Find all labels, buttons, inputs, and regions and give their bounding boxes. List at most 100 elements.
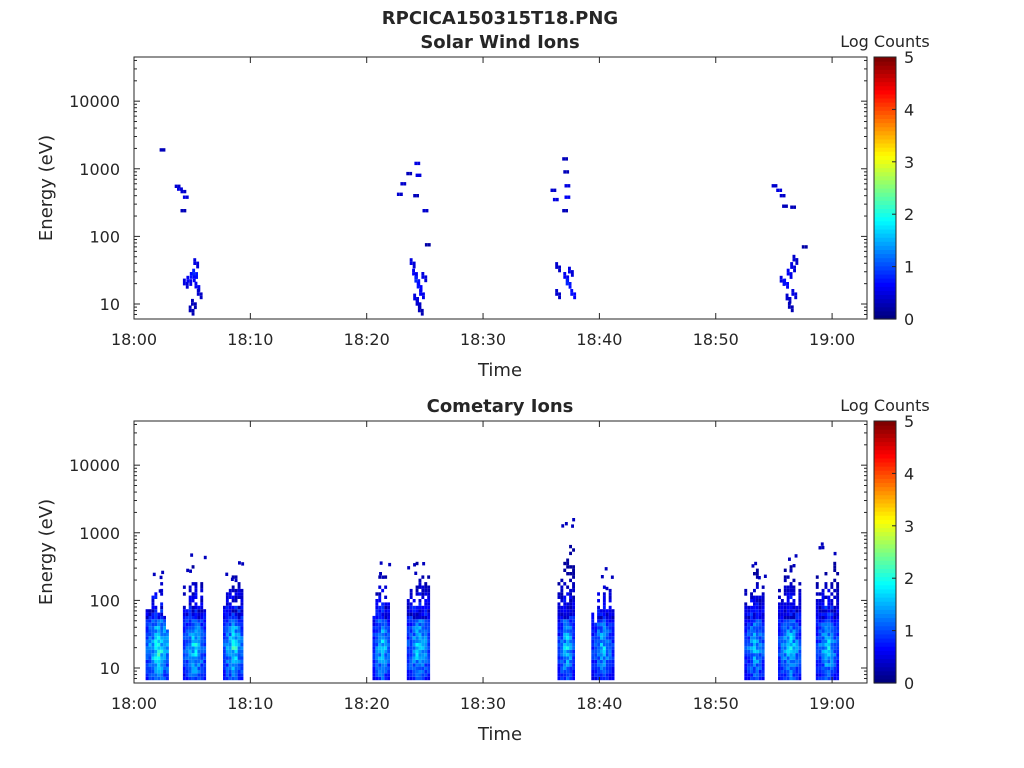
spectrogram-cell xyxy=(378,619,382,623)
spectrogram-cell xyxy=(786,670,790,674)
spectrogram-cell xyxy=(412,599,416,603)
spectrogram-cell xyxy=(560,605,564,610)
spectrogram-cell xyxy=(566,619,570,623)
spectrogram-cell xyxy=(231,629,235,633)
spectrogram-cell xyxy=(418,599,422,603)
spectrogram-cell xyxy=(824,622,828,627)
spectrogram-cell xyxy=(778,595,781,599)
spectrogram-cell xyxy=(387,626,390,630)
spectrogram-cell xyxy=(378,663,382,667)
spectrogram-cell xyxy=(406,670,410,674)
spectrogram-cell xyxy=(566,676,570,681)
spectrogram-cell xyxy=(234,575,238,579)
spectrogram-cell xyxy=(830,612,834,616)
spectrogram-cell xyxy=(180,209,184,213)
spectrogram-cell xyxy=(572,639,575,643)
panel-title-solar-wind: Solar Wind Ions xyxy=(420,32,579,53)
spectrogram-cell xyxy=(421,646,425,650)
spectrogram-cell xyxy=(203,622,207,627)
spectrogram-cell xyxy=(154,673,158,677)
spectrogram-cell xyxy=(231,632,235,637)
spectrogram-cell xyxy=(231,653,235,657)
spectrogram-cell xyxy=(194,602,198,606)
spectrogram-cell xyxy=(566,636,570,640)
spectrogram-cell xyxy=(416,281,420,286)
spectrogram-cell xyxy=(237,595,241,599)
spectrogram-cell xyxy=(182,659,186,664)
spectrogram-cell xyxy=(789,656,793,660)
spectrogram-cell xyxy=(747,632,751,637)
spectrogram-cell xyxy=(191,626,195,630)
spectrogram-cell xyxy=(384,639,388,643)
spectrogram-cell xyxy=(563,626,567,630)
spectrogram-cell xyxy=(416,300,419,304)
spectrogram-cell xyxy=(744,643,748,647)
spectrogram-cell xyxy=(792,663,796,667)
spectrogram-cell xyxy=(378,629,382,633)
spectrogram-cell xyxy=(608,612,612,616)
spectrogram-cell xyxy=(783,673,787,677)
spectrogram-cell xyxy=(753,659,756,664)
spectrogram-cell xyxy=(412,646,416,650)
spectrogram-cell xyxy=(409,653,413,657)
y-tick-label: 10 xyxy=(100,659,120,678)
spectrogram-cell xyxy=(412,676,416,681)
spectrogram-cell xyxy=(798,626,802,630)
spectrogram-cell xyxy=(833,676,837,681)
spectrogram-cell xyxy=(223,649,226,654)
spectrogram-cell xyxy=(163,676,166,681)
spectrogram-cell xyxy=(427,619,431,623)
spectrogram-cell xyxy=(566,558,570,562)
spectrogram-cell xyxy=(789,272,793,276)
spectrogram-cell xyxy=(563,636,567,640)
spectrogram-cell xyxy=(758,626,762,630)
x-tick-label: 18:40 xyxy=(576,694,622,713)
spectrogram-cell xyxy=(750,646,753,650)
spectrogram-cell xyxy=(415,585,419,589)
spectrogram-cell xyxy=(824,659,828,664)
spectrogram-cell xyxy=(421,643,425,647)
spectrogram-cell xyxy=(755,636,759,640)
spectrogram-cell xyxy=(747,643,751,647)
spectrogram-cell xyxy=(608,670,612,674)
spectrogram-cell xyxy=(228,649,232,654)
spectrogram-cell xyxy=(795,261,799,265)
spectrogram-cell xyxy=(597,629,600,633)
spectrogram-cell xyxy=(421,656,425,660)
spectrogram-cell xyxy=(744,639,748,643)
spectrogram-cell xyxy=(372,656,376,660)
spectrogram-cell xyxy=(237,673,241,677)
spectrogram-cell xyxy=(154,676,158,681)
spectrogram-cell xyxy=(827,605,831,610)
spectrogram-cell xyxy=(789,609,793,613)
spectrogram-cell xyxy=(560,578,564,583)
spectrogram-cell xyxy=(600,656,603,660)
spectrogram-cell xyxy=(557,673,561,677)
spectrogram-cell xyxy=(824,663,828,667)
spectrogram-cell xyxy=(608,649,612,654)
spectrogram-cell xyxy=(591,653,595,657)
spectrogram-cell xyxy=(151,612,155,616)
spectrogram-cell xyxy=(785,297,789,301)
spectrogram-cell xyxy=(185,649,189,654)
spectrogram-cell xyxy=(225,609,229,613)
spectrogram-cell xyxy=(188,670,192,674)
spectrogram-cell xyxy=(815,602,819,606)
spectrogram-cell xyxy=(569,646,572,650)
spectrogram-cell xyxy=(798,609,802,613)
spectrogram-cell xyxy=(225,659,229,664)
spectrogram-cell xyxy=(833,578,837,583)
spectrogram-cell xyxy=(602,622,606,627)
spectrogram-cell xyxy=(594,629,598,633)
spectrogram-cell xyxy=(783,659,787,664)
spectrogram-cell xyxy=(795,605,799,610)
spectrogram-cell xyxy=(199,295,203,300)
spectrogram-cell xyxy=(237,646,241,650)
spectrogram-cell xyxy=(792,673,796,677)
spectrogram-cell xyxy=(145,632,149,637)
spectrogram-cell xyxy=(821,636,825,640)
spectrogram-cell xyxy=(412,632,416,637)
spectrogram-cell xyxy=(597,639,600,643)
spectrogram-cell xyxy=(161,570,165,575)
